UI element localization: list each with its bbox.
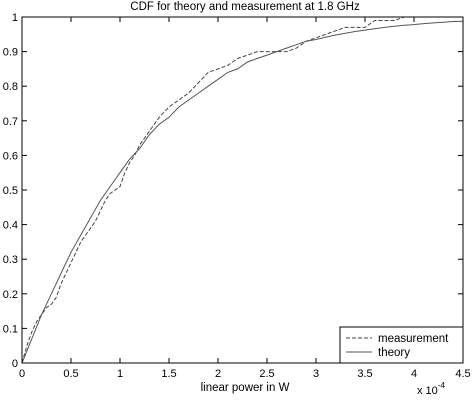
x-tick-label: 0.5 (63, 368, 78, 380)
y-tick-label: 1 (12, 12, 18, 24)
chart-title: CDF for theory and measurement at 1.8 GH… (130, 1, 360, 13)
x-axis-multiplier-exponent: -4 (438, 381, 446, 390)
x-tick-label: 3 (313, 368, 319, 380)
series-line-theory (21, 20, 464, 364)
x-tick-label: 1.5 (161, 368, 176, 380)
legend-label-measurement: measurement (378, 333, 449, 345)
legend-box (339, 326, 464, 364)
x-tick-label: 4 (411, 368, 417, 380)
x-tick-label: 2.5 (259, 368, 274, 380)
y-tick-label: 0 (12, 358, 18, 370)
y-tick-label: 0.5 (3, 185, 18, 197)
x-tick-label: 1 (117, 368, 123, 380)
x-tick-label: 3.5 (357, 368, 372, 380)
y-tick-label: 0.7 (3, 116, 18, 128)
x-tick-label: 2 (215, 368, 221, 380)
y-tick-label: 0.2 (3, 289, 18, 301)
y-tick-label: 0.9 (3, 47, 18, 59)
series-line-measurement (21, 16, 444, 364)
legend: measurement theory (339, 326, 464, 364)
plot-frame (21, 16, 464, 364)
x-axis-multiplier: x 10-4 (417, 381, 445, 397)
axis-ticks: 0 0.5 1 1.5 2 2.5 3 3.5 4 4.5 0 0.1 0.2 0.3 0.4 0.5 0.6 0… (3, 12, 471, 380)
x-axis-multiplier-base: x 10 (417, 385, 438, 397)
y-tick-label: 0.8 (3, 81, 18, 93)
x-tick-label: 0 (19, 368, 25, 380)
x-axis-label: linear power in W (201, 382, 290, 394)
x-tick-label: 4.5 (455, 368, 470, 380)
y-tick-label: 0.3 (3, 254, 18, 266)
legend-label-theory: theory (378, 347, 410, 359)
series-lines (21, 16, 464, 364)
y-tick-label: 0.6 (3, 150, 18, 162)
y-tick-label: 0.4 (3, 220, 18, 232)
y-tick-label: 0.1 (3, 323, 18, 335)
